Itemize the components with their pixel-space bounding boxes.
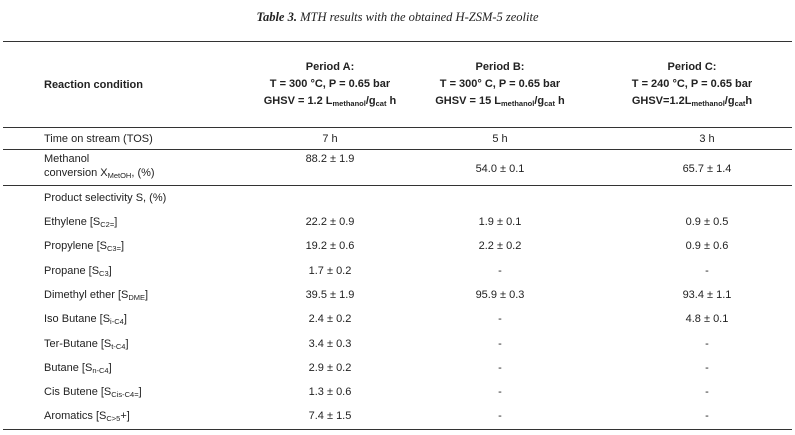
conversion-value-b: 54.0 ± 0.1 (475, 163, 525, 175)
row-label: Iso Butane [Si-C4] (44, 313, 127, 326)
period-c-conditions: T = 240 °C, P = 0.65 bar (631, 78, 753, 90)
row-label: Propane [SC3] (44, 265, 112, 278)
row-value: - (498, 313, 502, 325)
tos-value-b: 5 h (492, 133, 508, 145)
row-label: Aromatics [SC>5+] (44, 410, 130, 423)
period-b-name: Period B: (475, 61, 525, 73)
row-value: - (705, 338, 709, 350)
row-value: 2.2 ± 0.2 (478, 240, 522, 252)
header-period-a: Period A: T = 300 °C, P = 0.65 bar GHSV … (220, 59, 440, 112)
row-value: 22.2 ± 0.9 (305, 216, 355, 228)
row-value: - (705, 362, 709, 374)
header-period-c: Period C: T = 240 °C, P = 0.65 bar GHSV=… (582, 59, 795, 112)
row-label: Dimethyl ether [SDME] (44, 289, 149, 302)
row-value: 7.4 ± 1.5 (308, 410, 352, 422)
row-value: - (498, 362, 502, 374)
period-c-ghsv: GHSV=1.2Lmethanol/gcath (631, 95, 753, 108)
conversion-label: Methanol conversion XMetOH, (%) (44, 153, 155, 180)
row-value: 39.5 ± 1.9 (305, 289, 355, 301)
row-value: 1.3 ± 0.6 (308, 386, 352, 398)
row-label: Ter-Butane [St-C4] (44, 338, 129, 351)
tos-value-a: 7 h (322, 133, 338, 145)
period-a-name: Period A: (305, 61, 355, 73)
row-value: - (498, 410, 502, 422)
selectivity-header: Product selectivity S, (%) (44, 192, 167, 204)
row-value: 3.4 ± 0.3 (308, 338, 352, 350)
row-value: 1.7 ± 0.2 (308, 265, 352, 277)
row-value: 19.2 ± 0.6 (305, 240, 355, 252)
table-caption-text: MTH results with the obtained H-ZSM-5 ze… (300, 10, 539, 24)
row-label: Butane [Sn-C4] (44, 362, 112, 375)
header-reaction-condition: Reaction condition (44, 79, 143, 91)
period-c-name: Period C: (667, 61, 717, 73)
conversion-rule (3, 185, 792, 186)
header-rule (3, 127, 792, 128)
row-value: 4.8 ± 0.1 (685, 313, 729, 325)
table-caption-label: Table 3. (256, 10, 297, 24)
tos-label: Time on stream (TOS) (44, 133, 153, 145)
row-value: - (705, 386, 709, 398)
conversion-value-a: 88.2 ± 1.9 (305, 153, 355, 165)
row-value: 1.9 ± 0.1 (478, 216, 522, 228)
row-value: - (498, 338, 502, 350)
period-a-ghsv: GHSV = 1.2 Lmethanol/gcat h (263, 95, 397, 108)
table-caption: Table 3. MTH results with the obtained H… (0, 10, 795, 25)
header-period-b: Period B: T = 300° C, P = 0.65 bar GHSV … (390, 59, 610, 112)
period-b-ghsv: GHSV = 15 Lmethanol/gcat h (435, 95, 565, 108)
conversion-value-c: 65.7 ± 1.4 (682, 163, 732, 175)
row-value: - (498, 265, 502, 277)
row-value: - (498, 386, 502, 398)
row-value: 0.9 ± 0.6 (685, 240, 729, 252)
row-value: 2.4 ± 0.2 (308, 313, 352, 325)
row-value: 95.9 ± 0.3 (475, 289, 525, 301)
period-a-conditions: T = 300 °C, P = 0.65 bar (269, 78, 391, 90)
row-value: 93.4 ± 1.1 (682, 289, 732, 301)
row-label: Ethylene [SC2=] (44, 216, 118, 229)
top-rule (3, 41, 792, 42)
tos-value-c: 3 h (699, 133, 715, 145)
row-value: - (705, 265, 709, 277)
row-value: 0.9 ± 0.5 (685, 216, 729, 228)
row-label: Propylene [SC3=] (44, 240, 125, 253)
tos-rule (3, 149, 792, 150)
row-label: Cis Butene [SCis-C4=] (44, 386, 142, 399)
row-value: - (705, 410, 709, 422)
row-value: 2.9 ± 0.2 (308, 362, 352, 374)
period-b-conditions: T = 300° C, P = 0.65 bar (439, 78, 561, 90)
bottom-rule (3, 429, 792, 430)
